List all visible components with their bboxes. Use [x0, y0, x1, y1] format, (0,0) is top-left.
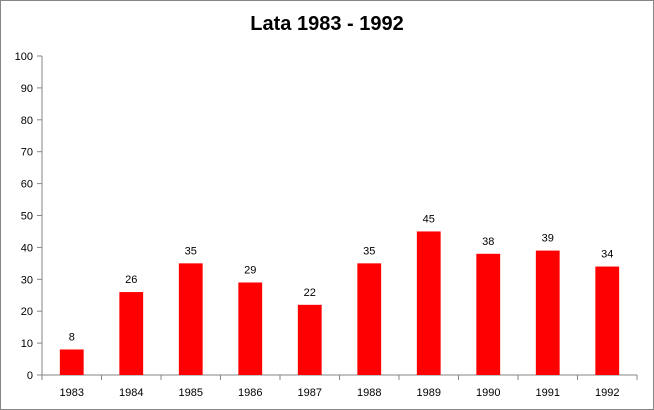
data-label: 38: [482, 236, 494, 248]
y-tick-label: 10: [21, 338, 33, 350]
y-tick-label: 20: [21, 306, 33, 318]
data-label: 29: [244, 264, 256, 276]
y-axis: 0 10 20 30 40 50 60 70 80 90 100: [15, 51, 43, 382]
x-tick-label: 1991: [536, 387, 560, 399]
data-label: 8: [69, 331, 75, 343]
data-label: 39: [542, 233, 554, 245]
bar-1987: [297, 304, 322, 375]
y-tick-label: 50: [21, 211, 33, 223]
bar-1988: [357, 263, 382, 375]
x-tick-label: 1984: [119, 387, 143, 399]
x-tick-label: 1989: [417, 387, 441, 399]
chart-title: Lata 1983 - 1992: [250, 13, 404, 35]
y-tick-label: 60: [21, 179, 33, 191]
bar-1989: [416, 231, 441, 375]
data-label: 35: [185, 245, 197, 257]
y-tick-label: 90: [21, 83, 33, 95]
y-tick-label: 30: [21, 274, 33, 286]
bar-1990: [476, 253, 501, 375]
bar-1984: [119, 292, 144, 375]
x-tick-label: 1988: [357, 387, 381, 399]
data-label: 22: [304, 287, 316, 299]
x-tick-label: 1992: [595, 387, 619, 399]
y-tick-label: 0: [27, 370, 33, 382]
data-label: 45: [423, 213, 435, 225]
x-axis: 1983 1984 1985 1986 1987 1988 1989 1990 1991 1992: [41, 374, 638, 399]
bar-1985: [178, 263, 203, 375]
y-tick-label: 100: [15, 51, 33, 63]
y-tick-label: 80: [21, 115, 33, 127]
y-tick-label: 70: [21, 147, 33, 159]
bar-1992: [595, 266, 620, 375]
bar-1983: [59, 349, 84, 375]
bar-1986: [238, 282, 263, 375]
y-tick-label: 40: [21, 242, 33, 254]
bars: [59, 231, 620, 375]
x-tick-label: 1983: [60, 387, 84, 399]
data-labels: 8 26 35 29 22 35 45 38 39 34: [69, 213, 614, 343]
x-tick-label: 1986: [238, 387, 262, 399]
bar-1991: [535, 250, 560, 375]
data-label: 26: [125, 274, 137, 286]
x-tick-label: 1985: [179, 387, 203, 399]
x-tick-label: 1990: [476, 387, 500, 399]
x-tick-label: 1987: [298, 387, 322, 399]
data-label: 35: [363, 245, 375, 257]
data-label: 34: [601, 249, 613, 261]
